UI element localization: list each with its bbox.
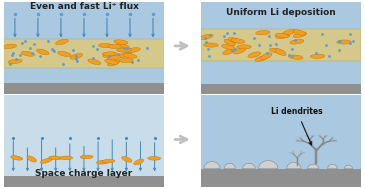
Ellipse shape bbox=[49, 156, 61, 160]
Polygon shape bbox=[308, 164, 319, 169]
Ellipse shape bbox=[134, 159, 144, 165]
Ellipse shape bbox=[102, 159, 115, 163]
Ellipse shape bbox=[231, 39, 245, 43]
Ellipse shape bbox=[119, 58, 133, 63]
Ellipse shape bbox=[310, 54, 325, 58]
Ellipse shape bbox=[200, 34, 213, 40]
Ellipse shape bbox=[60, 156, 73, 160]
Bar bbox=[4, 83, 164, 94]
Ellipse shape bbox=[103, 52, 116, 57]
Ellipse shape bbox=[123, 54, 137, 58]
Ellipse shape bbox=[204, 43, 218, 47]
Ellipse shape bbox=[80, 155, 93, 159]
Ellipse shape bbox=[108, 60, 120, 66]
Bar bbox=[4, 176, 164, 187]
Ellipse shape bbox=[21, 51, 35, 56]
Bar bbox=[201, 84, 361, 94]
Polygon shape bbox=[287, 162, 301, 169]
Ellipse shape bbox=[3, 44, 17, 49]
Ellipse shape bbox=[224, 39, 235, 46]
Ellipse shape bbox=[283, 29, 296, 35]
Text: Uniform Li deposition: Uniform Li deposition bbox=[226, 8, 336, 17]
Ellipse shape bbox=[223, 49, 235, 55]
Ellipse shape bbox=[275, 33, 289, 38]
Ellipse shape bbox=[108, 44, 122, 49]
Ellipse shape bbox=[275, 49, 286, 56]
Ellipse shape bbox=[237, 45, 251, 49]
Polygon shape bbox=[328, 164, 337, 169]
Ellipse shape bbox=[114, 40, 128, 44]
Ellipse shape bbox=[293, 32, 307, 37]
Polygon shape bbox=[258, 160, 278, 169]
Ellipse shape bbox=[88, 59, 101, 65]
Ellipse shape bbox=[256, 31, 270, 35]
Ellipse shape bbox=[99, 43, 113, 48]
Ellipse shape bbox=[105, 59, 118, 64]
Ellipse shape bbox=[293, 30, 306, 35]
Text: Space charge layer: Space charge layer bbox=[35, 169, 132, 178]
Text: Even and fast Li⁺ flux: Even and fast Li⁺ flux bbox=[30, 2, 138, 11]
Ellipse shape bbox=[233, 48, 246, 54]
Ellipse shape bbox=[222, 44, 235, 50]
Ellipse shape bbox=[248, 52, 261, 57]
Ellipse shape bbox=[119, 52, 132, 57]
Ellipse shape bbox=[27, 156, 36, 162]
Text: Li dendrites: Li dendrites bbox=[271, 107, 323, 145]
Ellipse shape bbox=[290, 40, 304, 44]
Polygon shape bbox=[224, 163, 235, 169]
Ellipse shape bbox=[255, 56, 268, 61]
Ellipse shape bbox=[117, 48, 131, 52]
Ellipse shape bbox=[55, 39, 68, 45]
Bar bbox=[4, 39, 164, 68]
Ellipse shape bbox=[276, 34, 289, 38]
Ellipse shape bbox=[117, 44, 130, 49]
Ellipse shape bbox=[8, 59, 22, 64]
Ellipse shape bbox=[36, 49, 49, 55]
Ellipse shape bbox=[70, 53, 83, 59]
Ellipse shape bbox=[289, 55, 303, 59]
Ellipse shape bbox=[127, 48, 140, 53]
Polygon shape bbox=[242, 163, 255, 169]
Ellipse shape bbox=[41, 158, 52, 163]
Ellipse shape bbox=[102, 52, 116, 56]
Bar bbox=[201, 29, 361, 61]
Polygon shape bbox=[204, 161, 220, 169]
Ellipse shape bbox=[58, 51, 71, 57]
Ellipse shape bbox=[269, 48, 283, 53]
Polygon shape bbox=[345, 165, 353, 169]
Ellipse shape bbox=[108, 55, 121, 60]
Bar bbox=[201, 169, 361, 187]
Ellipse shape bbox=[96, 160, 109, 164]
Ellipse shape bbox=[337, 40, 351, 44]
Ellipse shape bbox=[122, 156, 132, 162]
Ellipse shape bbox=[148, 156, 161, 160]
Ellipse shape bbox=[261, 53, 272, 60]
Ellipse shape bbox=[228, 38, 241, 43]
Ellipse shape bbox=[11, 156, 23, 160]
